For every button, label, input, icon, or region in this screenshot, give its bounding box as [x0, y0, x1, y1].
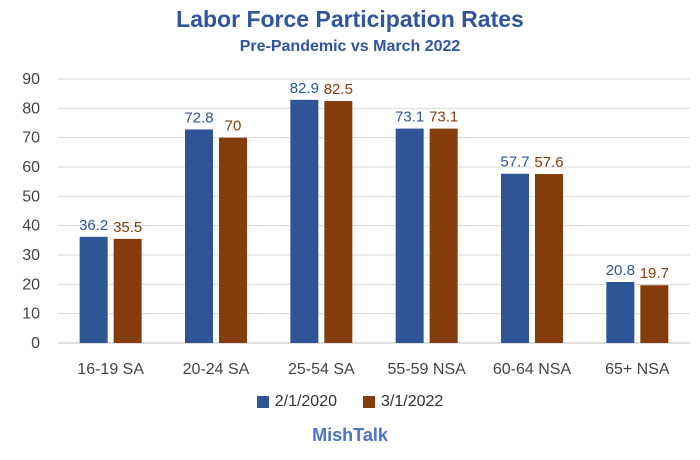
bar-series-1 — [395, 128, 424, 343]
data-label-series-2: 73.1 — [429, 109, 458, 126]
y-tick-label: 50 — [22, 188, 40, 205]
x-tick-label: 25-54 SA — [288, 361, 355, 378]
data-label-series-2: 82.5 — [324, 81, 353, 98]
data-label-series-2: 57.6 — [534, 154, 563, 171]
data-label-series-2: 19.7 — [640, 265, 669, 282]
legend-label-series-1: 2/1/2020 — [274, 393, 337, 410]
bar-series-2 — [113, 238, 142, 343]
x-tick-label: 16-19 SA — [77, 361, 144, 378]
y-tick-label: 80 — [22, 100, 40, 117]
chart-subtitle: Pre-Pandemic vs March 2022 — [239, 38, 461, 55]
bar-series-2 — [324, 101, 353, 343]
y-tick-label: 30 — [22, 247, 40, 264]
x-tick-label: 65+ NSA — [605, 361, 670, 378]
y-tick-label: 90 — [22, 71, 40, 88]
x-tick-label: 55-59 NSA — [388, 361, 467, 378]
y-tick-label: 0 — [31, 335, 40, 352]
bar-series-2 — [219, 137, 247, 343]
y-axis: 0 10 20 30 40 50 60 70 80 90 — [22, 71, 40, 352]
bars — [79, 99, 669, 344]
bar-series-1 — [606, 281, 635, 343]
legend-item-series-1: 2/1/2020 — [256, 393, 337, 411]
bar-series-1 — [290, 99, 319, 344]
y-tick-label: 70 — [22, 130, 40, 147]
y-tick-label: 40 — [22, 218, 40, 235]
legend-label-series-2: 3/1/2022 — [381, 393, 444, 410]
y-tick-label: 20 — [22, 276, 40, 293]
legend-item-series-2: 3/1/2022 — [363, 393, 443, 411]
data-labels: 36.2 35.5 72.8 70 82.9 82.5 73.1 73.1 57.7 57.6 20… — [79, 80, 669, 282]
bar-series-1 — [501, 173, 529, 343]
x-axis: 16-19 SA 20-24 SA 25-54 SA 55-59 NSA 60-64 N… — [77, 361, 670, 378]
bar-series-2 — [535, 174, 563, 343]
data-label-series-2: 70 — [225, 118, 242, 135]
x-tick-label: 60-64 NSA — [493, 361, 572, 378]
legend: 2/1/2020 3/1/2022 — [0, 393, 700, 411]
footer-brand: MishTalk — [312, 425, 388, 445]
chart-title: Labor Force Participation Rates — [176, 6, 524, 32]
data-label-series-1: 73.1 — [395, 109, 424, 126]
legend-swatch-series-1 — [256, 396, 269, 408]
data-label-series-1: 20.8 — [606, 262, 635, 279]
x-tick-label: 20-24 SA — [183, 361, 250, 378]
data-label-series-1: 82.9 — [290, 80, 319, 97]
y-tick-label: 60 — [22, 159, 40, 176]
data-label-series-1: 36.2 — [79, 217, 108, 234]
bar-series-1 — [185, 129, 213, 343]
y-tick-label: 10 — [22, 306, 40, 323]
data-label-series-1: 72.8 — [184, 109, 213, 126]
bar-series-2 — [429, 128, 458, 343]
legend-swatch-series-2 — [363, 396, 375, 408]
bar-series-2 — [640, 285, 669, 343]
data-label-series-1: 57.7 — [500, 154, 529, 171]
data-label-series-2: 35.5 — [113, 219, 142, 236]
bar-series-1 — [79, 236, 108, 343]
gridlines — [58, 78, 690, 344]
